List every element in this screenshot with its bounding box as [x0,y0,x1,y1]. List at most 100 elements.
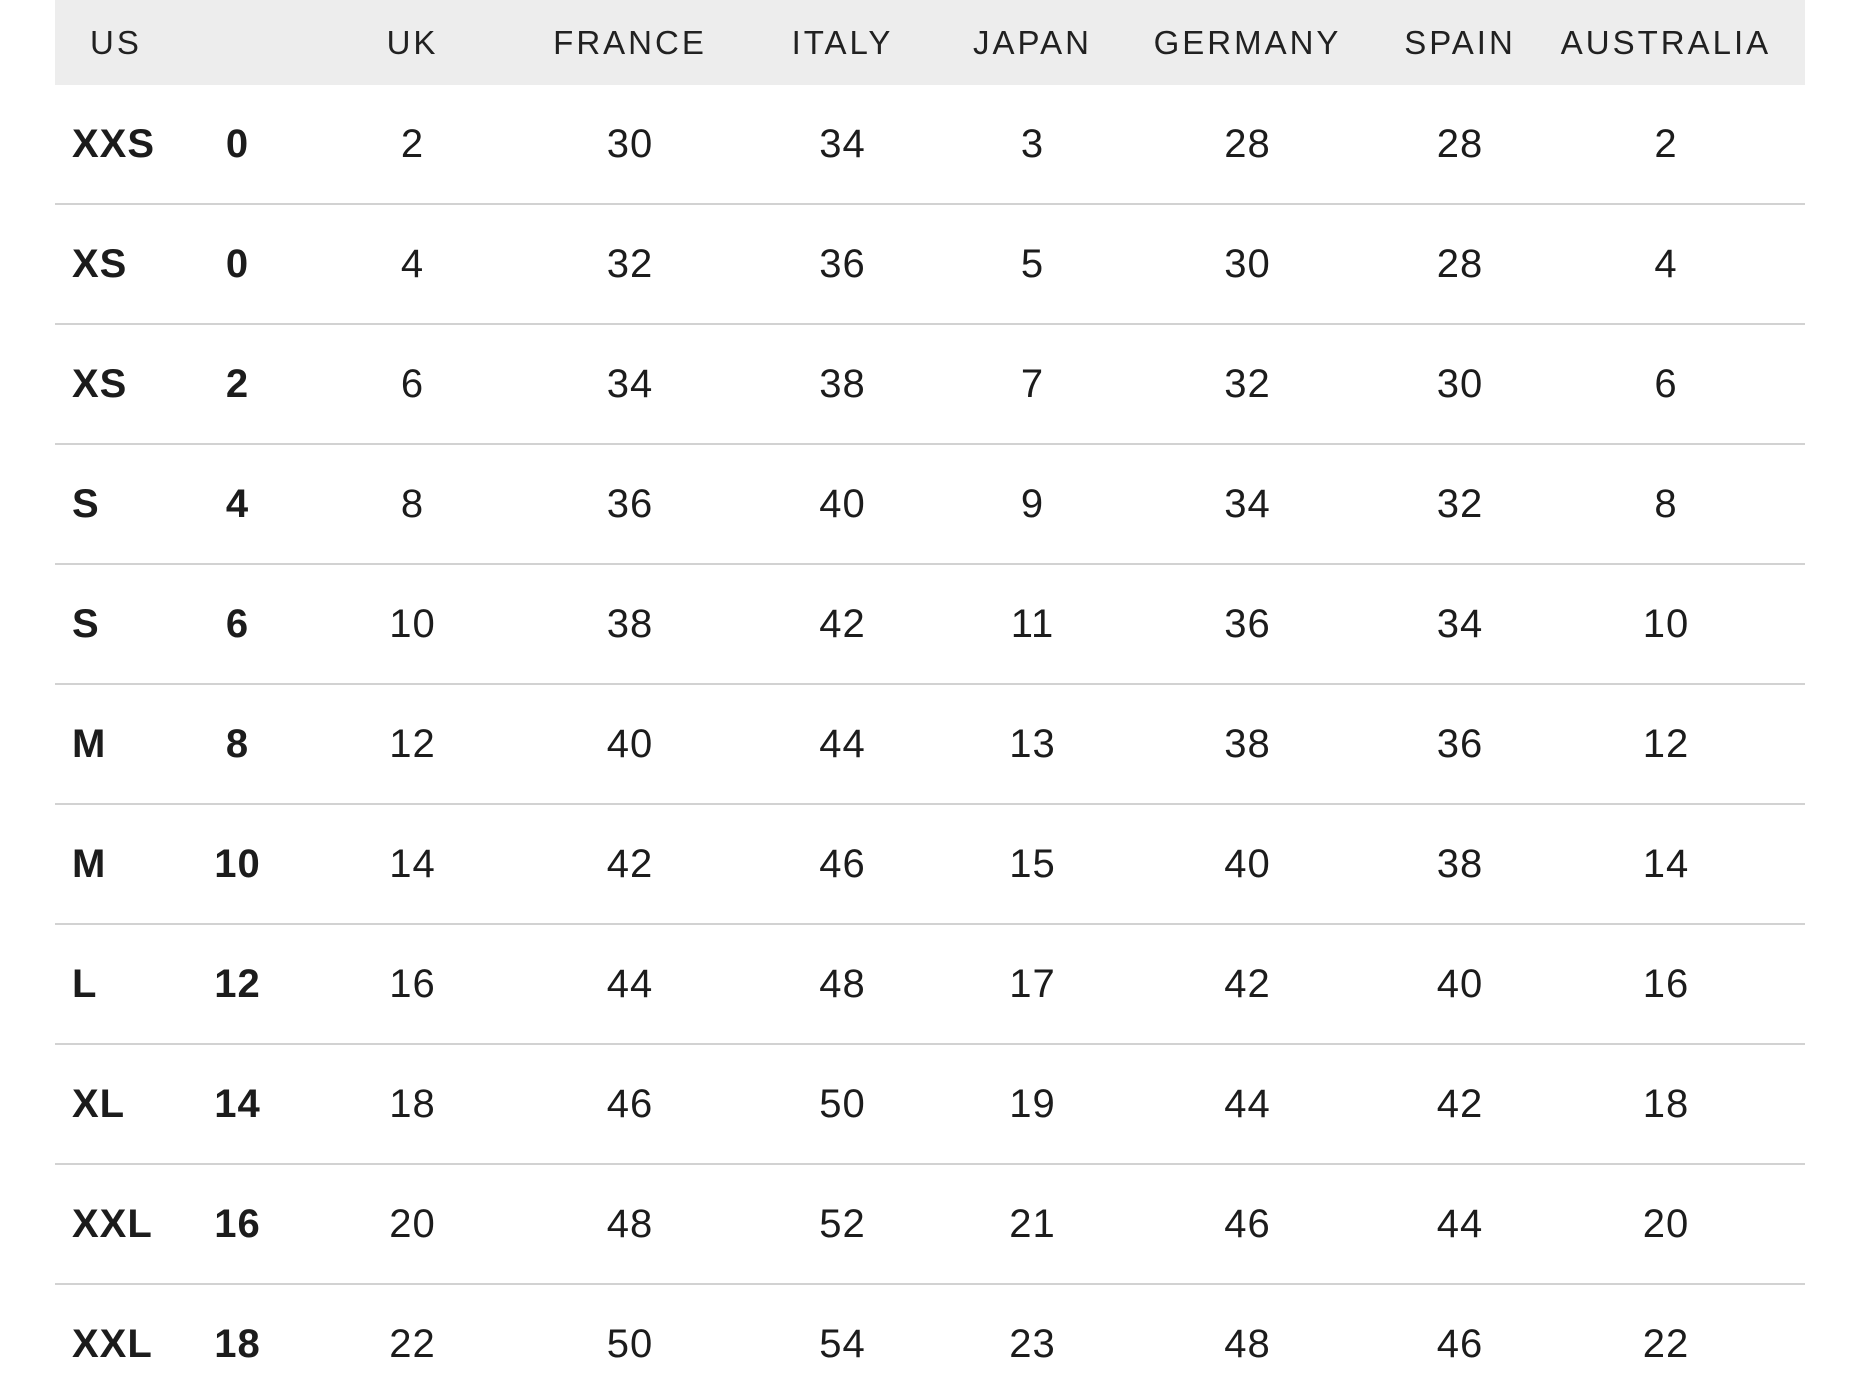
cell-us-size-number: 16 [155,1163,320,1284]
cell-germany-size: 40 [1135,803,1360,924]
cell-japan-size: 13 [930,683,1135,804]
cell-japan-size: 3 [1020,121,1045,166]
cell-us-size-letter: XXS [72,121,156,166]
cell-us-size-letter: M [55,803,155,924]
column-header-australia: AUSTRALIA [1560,0,1805,85]
column-header-japan: JAPAN [930,0,1135,85]
cell-italy-size: 42 [755,563,930,684]
cell-italy-size: 40 [755,443,930,564]
cell-spain-size: 46 [1360,1283,1560,1382]
cell-spain-size: 42 [1360,1043,1560,1164]
cell-germany-size: 28 [1224,121,1271,166]
size-conversion-table: US UK FRANCE ITALY JAPAN GERMANY SPAIN A… [55,0,1805,1382]
cell-france-size: 46 [505,1043,755,1164]
table-row: S 4 8 36 40 9 34 32 8 [55,443,1805,564]
cell-us-size-letter: XXL [55,1283,155,1382]
cell-us-size-letter: S [55,563,155,684]
column-header-uk: UK [320,0,505,85]
cell-australia-size: 18 [1560,1043,1805,1164]
cell-spain-size: 32 [1360,443,1560,564]
cell-uk-size: 22 [320,1283,505,1382]
cell-germany-size: 38 [1135,683,1360,804]
cell-uk-size: 2 [400,121,425,166]
cell-spain-size: 28 [1360,203,1560,324]
cell-australia-size: 22 [1560,1283,1805,1382]
table-row: M 8 12 40 44 13 38 36 12 [55,683,1805,804]
cell-japan-size: 23 [930,1283,1135,1382]
cell-australia-size: 20 [1560,1163,1805,1284]
cell-japan-size: 5 [930,203,1135,324]
cell-uk-size: 10 [320,563,505,684]
cell-germany-size: 48 [1135,1283,1360,1382]
cell-germany-size: 36 [1135,563,1360,684]
cell-germany-size: 32 [1135,323,1360,444]
cell-italy-size: 34 [819,121,866,166]
cell-spain-size: 36 [1360,683,1560,804]
cell-france-size: 30 [606,121,654,166]
cell-us-size-number: 2 [155,323,320,444]
cell-germany-size: 46 [1135,1163,1360,1284]
cell-japan-size: 9 [930,443,1135,564]
column-header-france: FRANCE [505,0,755,85]
cell-uk-size: 6 [320,323,505,444]
cell-france-size: 48 [505,1163,755,1284]
cell-us-size-letter: XXL [55,1163,155,1284]
cell-us-size-letter: XS [55,203,155,324]
cell-spain-size: 44 [1360,1163,1560,1284]
cell-italy-size: 52 [755,1163,930,1284]
cell-australia-size: 4 [1560,203,1805,324]
table-row: S 6 10 38 42 11 36 34 10 [55,563,1805,684]
cell-france-size: 44 [505,923,755,1044]
cell-australia-size: 2 [1654,121,1678,166]
table-row: XXL 16 20 48 52 21 46 44 20 [55,1163,1805,1284]
column-header-germany: GERMANY [1135,0,1360,85]
cell-us-size-letter: XS [55,323,155,444]
table-row: M 10 14 42 46 15 40 38 14 [55,803,1805,924]
column-header-italy: ITALY [755,0,930,85]
cell-australia-size: 6 [1560,323,1805,444]
cell-us-size-letter: L [55,923,155,1044]
cell-uk-size: 14 [320,803,505,924]
cell-us-size-number: 8 [155,683,320,804]
cell-spain-size: 28 [1436,121,1484,166]
cell-spain-size: 34 [1360,563,1560,684]
cell-italy-size: 36 [755,203,930,324]
cell-uk-size: 12 [320,683,505,804]
column-header-us: US [55,0,155,85]
table-row: XXS 0 2 30 34 3 28 28 2 [55,85,1805,204]
cell-us-size-letter: M [55,683,155,804]
cell-japan-size: 11 [930,563,1135,684]
cell-uk-size: 8 [320,443,505,564]
table-row: XS 2 6 34 38 7 32 30 6 [55,323,1805,444]
cell-australia-size: 14 [1560,803,1805,924]
cell-spain-size: 38 [1360,803,1560,924]
cell-spain-size: 40 [1360,923,1560,1044]
cell-japan-size: 19 [930,1043,1135,1164]
cell-italy-size: 38 [755,323,930,444]
cell-japan-size: 15 [930,803,1135,924]
cell-us-size-letter: XL [55,1043,155,1164]
cell-uk-size: 20 [320,1163,505,1284]
cell-spain-size: 30 [1360,323,1560,444]
table-row: XL 14 18 46 50 19 44 42 18 [55,1043,1805,1164]
cell-italy-size: 44 [755,683,930,804]
cell-us-size-number: 18 [155,1283,320,1382]
cell-germany-size: 44 [1135,1043,1360,1164]
cell-japan-size: 17 [930,923,1135,1044]
cell-australia-size: 16 [1560,923,1805,1044]
cell-australia-size: 10 [1560,563,1805,684]
cell-france-size: 40 [505,683,755,804]
cell-us-size-number: 4 [155,443,320,564]
cell-italy-size: 46 [755,803,930,924]
column-header-spain: SPAIN [1360,0,1560,85]
cell-uk-size: 16 [320,923,505,1044]
cell-us-size-number: 6 [155,563,320,684]
cell-germany-size: 34 [1135,443,1360,564]
cell-france-size: 42 [505,803,755,924]
cell-france-size: 36 [505,443,755,564]
cell-uk-size: 4 [320,203,505,324]
cell-italy-size: 48 [755,923,930,1044]
cell-japan-size: 7 [930,323,1135,444]
cell-australia-size: 8 [1560,443,1805,564]
